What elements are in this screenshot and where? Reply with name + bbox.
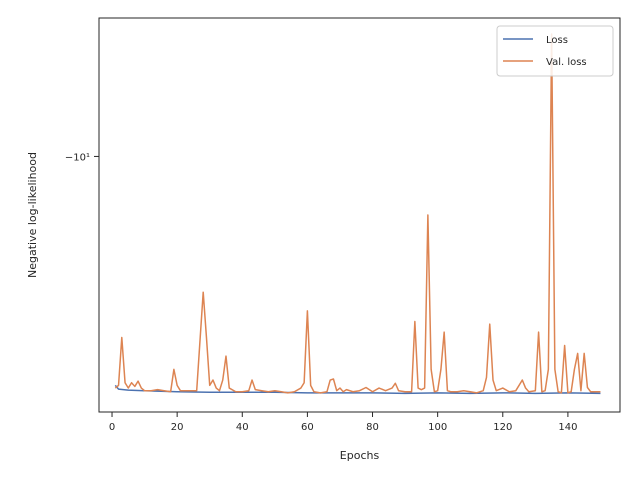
series-layer (114, 33, 601, 395)
x-tick-label: 40 (236, 422, 249, 433)
x-axis-label: Epochs (340, 449, 380, 462)
legend-frame (496, 25, 614, 77)
legend-label-val-loss: Val. loss (546, 57, 587, 68)
x-tick-label: 140 (558, 422, 577, 433)
y-axis-label: Negative log-likelihood (26, 152, 39, 278)
plot-frame (98, 17, 621, 413)
x-tick-label: 20 (171, 422, 184, 433)
x-tick-label: 80 (366, 422, 379, 433)
x-axis: 0 20 40 60 80 100 120 140 (109, 412, 577, 433)
legend: Loss Val. loss (496, 25, 614, 77)
x-tick-label: 120 (493, 422, 512, 433)
series-line-1 (114, 33, 601, 394)
y-tick-label: −10¹ (65, 152, 90, 163)
legend-label-loss: Loss (546, 35, 568, 46)
x-tick-label: 100 (428, 422, 447, 433)
x-tick-label: 0 (109, 422, 115, 433)
x-tick-label: 60 (301, 422, 314, 433)
y-axis: −10¹ (65, 152, 99, 163)
